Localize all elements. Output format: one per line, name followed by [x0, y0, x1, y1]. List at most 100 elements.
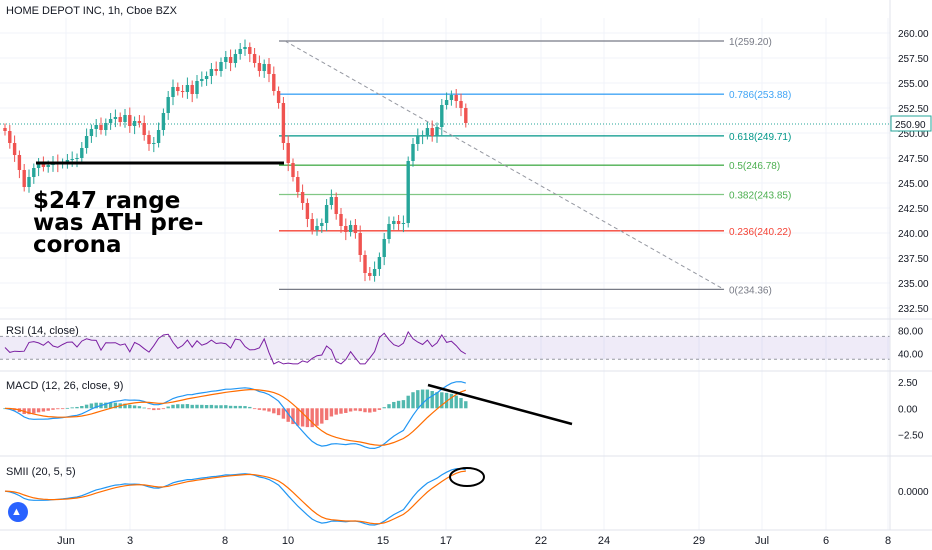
macd-histogram-bar [128, 404, 132, 409]
candle-body [315, 226, 319, 230]
candle-body [200, 79, 204, 81]
candle-body [449, 95, 454, 100]
macd-histogram-bar [358, 408, 362, 412]
candle-body [257, 63, 262, 71]
candle-body [286, 143, 290, 163]
candle-body [396, 221, 401, 224]
annotation-text: $247 range was ATH pre- corona [33, 190, 233, 258]
macd-histogram-bar [190, 404, 194, 409]
candle-body [267, 64, 271, 74]
x-tick-label: 10 [282, 535, 294, 547]
macd-histogram-bar [156, 408, 161, 410]
macd-histogram-bar [291, 408, 295, 425]
candle-body [166, 97, 170, 113]
macd-histogram-bar [396, 400, 401, 409]
macd-histogram-bar [27, 408, 31, 415]
annotation-line-3: corona [33, 232, 122, 258]
candle-body [459, 101, 463, 108]
macd-histogram-bar [46, 408, 50, 411]
macd-histogram-bar [214, 405, 218, 409]
macd-histogram-bar [224, 405, 228, 409]
macd-histogram-bar [377, 408, 382, 410]
macd-histogram-bar [75, 406, 79, 409]
candle-body [22, 170, 26, 187]
fib-level-label: 0.382(243.85) [729, 191, 791, 202]
candle-body [224, 57, 228, 62]
candle-body [176, 87, 180, 91]
candle-body [233, 54, 238, 63]
tradingview-logo[interactable]: ▲ [8, 502, 28, 522]
x-tick-label: Jun [57, 535, 75, 547]
macd-histogram-bar [406, 395, 410, 409]
macd-histogram-bar [104, 402, 108, 409]
macd-histogram-bar [324, 408, 329, 421]
y-tick-label: 250.00 [898, 129, 929, 140]
fib-level-label: 0(234.36) [729, 285, 772, 296]
candle-body [99, 125, 103, 130]
macd-histogram-bar [348, 408, 353, 412]
macd-histogram-bar [65, 407, 70, 409]
candle-body [156, 130, 161, 143]
macd-histogram-bar [70, 407, 74, 409]
macd-histogram-bar [132, 405, 137, 409]
macd-histogram-bar [344, 408, 348, 413]
candle-body [214, 69, 218, 71]
candle-body [27, 177, 31, 187]
macd-histogram-bar [300, 408, 305, 427]
candle-body [372, 269, 377, 276]
candle-body [132, 121, 137, 126]
candle-body [358, 233, 362, 255]
candle-body [104, 123, 108, 130]
candle-body [161, 113, 166, 130]
y-tick-label: 232.50 [898, 304, 929, 315]
candle-body [219, 62, 223, 71]
candle-body [368, 273, 372, 276]
candle-body [94, 125, 98, 129]
fibonacci-levels: 1(259.20) 0.786(253.88) 0.618(249.71) 0.5(2… [279, 37, 791, 296]
candle-body [262, 64, 266, 71]
y-tick-label: 245.00 [898, 179, 929, 190]
fib-level-label: 0.618(249.71) [729, 132, 791, 143]
candle-body [329, 197, 334, 205]
smii-title: SMII (20, 5, 5) [6, 466, 76, 478]
macd-histogram-bar [32, 408, 36, 414]
macd-histogram-bar [257, 408, 262, 410]
candle-body [430, 128, 434, 136]
macd-histogram-bar [51, 408, 55, 410]
y-tick-label: 235.00 [898, 279, 929, 290]
macd-histogram-bar [36, 408, 41, 413]
candle-body [171, 87, 175, 97]
smii-line [4, 467, 466, 526]
macd-histogram-bar [60, 408, 65, 410]
y-tick-label: 247.50 [898, 154, 929, 165]
macd-histogram-bar [334, 408, 338, 415]
macd-histogram-bar [281, 408, 286, 419]
macd-histogram-bar [108, 402, 113, 409]
candle-body [272, 74, 276, 91]
candle-body [195, 81, 199, 94]
candle-body [75, 158, 79, 159]
candle-body [406, 161, 410, 223]
y-tick-label: 260.00 [898, 29, 929, 40]
macd-histogram-bar [166, 406, 170, 409]
candle-body [411, 144, 415, 161]
macd-histogram-bar [372, 408, 377, 412]
smii-tick-label: 0.0000 [898, 487, 929, 498]
macd-histogram-bar [320, 408, 324, 424]
macd-histogram-bar [238, 405, 242, 409]
rsi-tick-label: 80.00 [898, 327, 923, 338]
x-tick-label: Jul [755, 535, 769, 547]
rsi-pane [0, 330, 890, 365]
candle-body [324, 205, 329, 223]
macd-signal-line [4, 389, 467, 446]
x-tick-label: 17 [440, 535, 452, 547]
x-tick-label: 15 [377, 535, 389, 547]
macd-histogram-bar [262, 408, 266, 411]
candle-body [435, 127, 439, 136]
macd-histogram-bar [161, 408, 166, 410]
y-tick-label: 240.00 [898, 229, 929, 240]
macd-histogram-bar [94, 402, 98, 409]
macd-histogram-bar [286, 408, 290, 422]
macd-histogram-bar [382, 407, 386, 409]
